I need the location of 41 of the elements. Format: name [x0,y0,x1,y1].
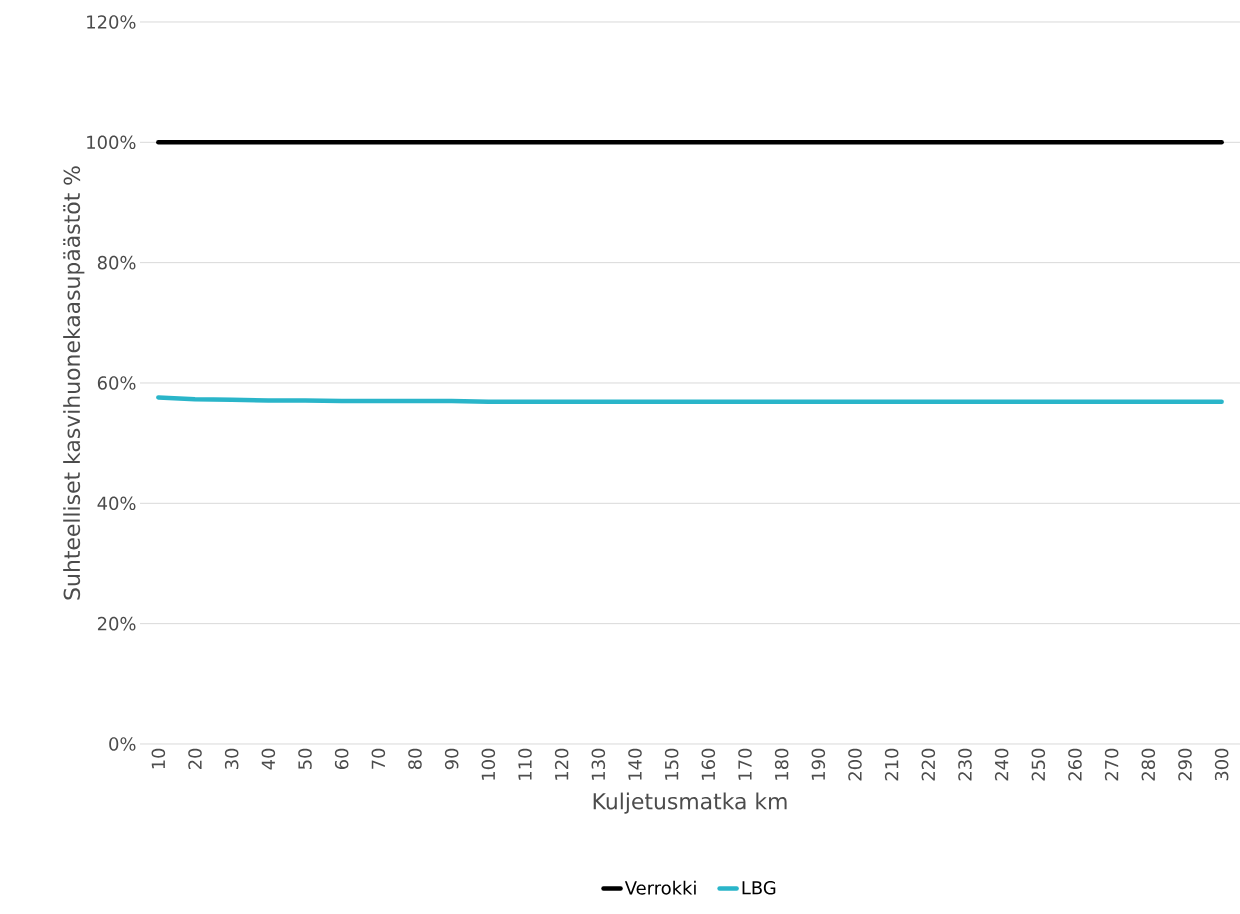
x-tick-label: 200 [848,748,862,781]
x-tick-label: 80 [408,748,422,770]
x-tick-label: 280 [1141,748,1156,781]
y-tick-label: 80% [97,255,136,270]
x-tick-label: 110 [518,748,532,780]
x-tick-label: 50 [298,748,312,769]
legend-label: Verrokki [624,880,696,895]
x-tick-label: 60 [334,748,349,770]
x-tick-label: 140 [628,748,642,780]
x-tick-label: 30 [224,748,239,769]
x-tick-label: 250 [1031,748,1046,781]
x-axis-title: Kuljetusmatka km [593,792,787,814]
x-tick-label: 40 [261,748,276,770]
y-tick-label: 0% [109,737,136,751]
x-tick-label: 210 [884,748,899,781]
x-tick-label: 270 [1104,748,1119,781]
x-tick-label: 150 [664,748,679,780]
x-tick-label: 90 [444,748,459,770]
y-tick-label: 20% [97,616,136,631]
y-tick-label: 40% [97,496,136,511]
y-axis-title: Suhteelliset kasvihuonekaasupäästöt % [63,166,85,600]
y-tick-label: 100% [87,135,136,150]
x-tick-label: 230 [958,748,972,781]
x-tick-label: 130 [591,748,606,780]
x-tick-label: 300 [1214,748,1229,781]
x-tick-label: 190 [811,748,826,780]
x-tick-label: 120 [554,748,569,780]
y-tick-label: 60% [97,376,136,390]
x-tick-label: 170 [738,748,752,780]
x-tick-label: 10 [151,748,166,769]
x-tick-label: 180 [774,748,789,780]
x-tick-label: 240 [994,748,1009,781]
x-tick-label: 100 [481,748,496,780]
x-tick-label: 290 [1178,748,1192,781]
legend-label: LBG [742,880,776,895]
y-tick-label: 120% [87,15,136,29]
x-tick-label: 20 [188,748,202,770]
x-tick-label: 220 [921,748,936,781]
x-tick-label: 260 [1068,748,1082,781]
x-tick-label: 70 [371,748,386,769]
x-tick-label: 160 [701,748,716,780]
